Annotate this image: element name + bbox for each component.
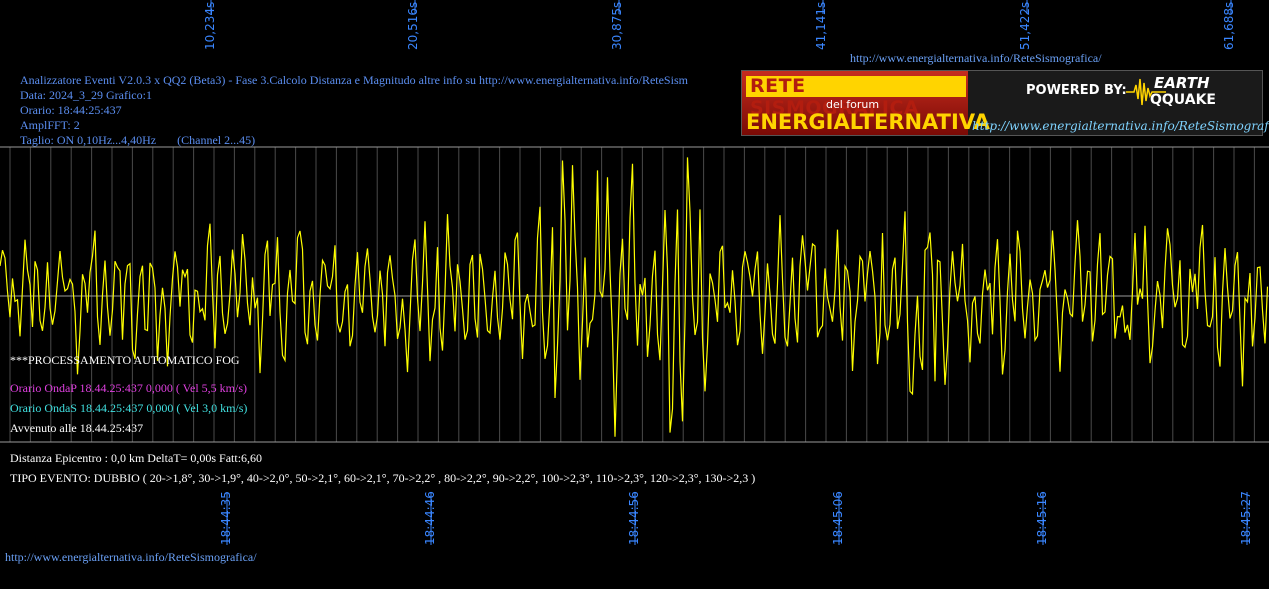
top-time-label: 51,422s [1018, 1, 1032, 50]
onda-p-time: Orario OndaP 18.44.25:437 0,000 ( Vel 5,… [10, 381, 247, 395]
event-type: TIPO EVENTO: DUBBIO ( 20->1,8°, 30->1,9°… [10, 471, 756, 485]
top-time-label: 10,234s [203, 1, 217, 50]
header-line-4: AmplFFT: 2 [20, 118, 80, 132]
banner-subtitle: del forum [826, 98, 880, 111]
event-occurred-time: Avvenuto alle 18.44.25:437 [10, 421, 144, 435]
banner-url[interactable]: http://www.energialternativa.info/ReteSi… [972, 119, 1269, 133]
top-time-label: 20,516s [406, 1, 420, 50]
header-line-3: Orario: 18:44:25:437 [20, 103, 122, 117]
banner-title: RETE SISMOGRAFICA [750, 75, 920, 119]
seismic-signal-trace [0, 157, 1269, 437]
epicenter-distance: Distanza Epicentro : 0,0 km DeltaT= 0,00… [10, 451, 263, 465]
bottom-time-label: 18:45:06 [831, 491, 845, 545]
bottom-time-label: 18:45:27 [1239, 491, 1253, 545]
header-line-1: Analizzatore Eventi V2.0.3 x QQ2 (Beta3)… [20, 73, 688, 87]
time-ticks [210, 0, 1248, 545]
top-url-link[interactable]: http://www.energialternativa.info/ReteSi… [850, 51, 1102, 65]
top-time-label: 41,141s [814, 1, 828, 50]
banner-title-2: ENERGIALTERNATIVA [746, 110, 990, 134]
banner-red-panel: RETE SISMOGRAFICA del forum ENERGIALTERN… [742, 71, 990, 135]
banner-earth-text: EARTH [1154, 74, 1210, 92]
vertical-grid [9, 147, 1255, 442]
banner-yellow-strip [746, 76, 966, 97]
top-time-label: 61,688s [1222, 1, 1236, 50]
top-time-label: 30,875s [610, 1, 624, 50]
bottom-time-label: 18:44:46 [423, 491, 437, 545]
header-line-5: Taglio: ON 0,10Hz...4,40Hz (Channel 2...… [20, 133, 256, 147]
seismograph-icon [1126, 78, 1166, 106]
bottom-time-label: 18:45:16 [1035, 491, 1049, 545]
bottom-time-label: 18:44:56 [627, 491, 641, 545]
header-line-2: Data: 2024_3_29 Grafico:1 [20, 88, 152, 102]
processing-title: ***PROCESSAMENTO AUTOMATICO FOG [10, 353, 240, 367]
banner-qquake-text: QQUAKE [1150, 92, 1216, 108]
banner-powered-by: POWERED BY: [1026, 83, 1127, 98]
bottom-url-link[interactable]: http://www.energialternativa.info/ReteSi… [5, 550, 257, 564]
rete-sismografica-banner: RETE SISMOGRAFICA del forum ENERGIALTERN… [741, 70, 1269, 136]
onda-s-time: Orario OndaS 18.44.25:437 0,000 ( Vel 3,… [10, 401, 248, 415]
bottom-time-label: 18:44:35 [219, 491, 233, 545]
